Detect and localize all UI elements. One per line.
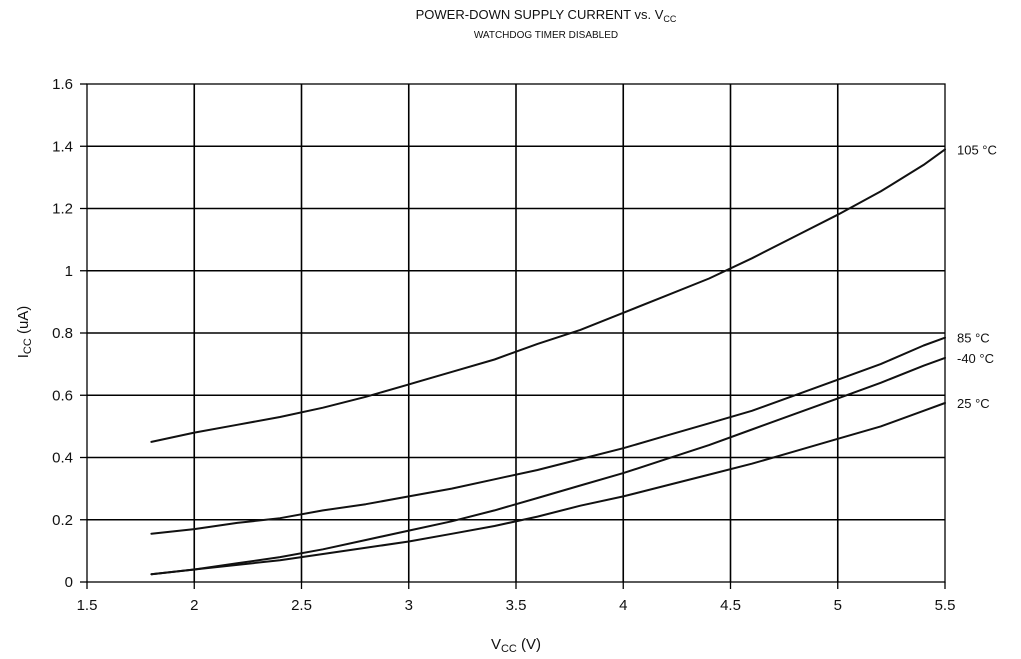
axis-ticks: 0 0.2 0.4 0.6 0.8 1 1.2 1.4 1.6 1.5 2 2.5 3 3.5 4 4.5 5 5… <box>52 76 955 614</box>
x-tick-label: 2.5 <box>291 597 312 614</box>
x-tick-label: 3.5 <box>506 597 527 614</box>
chart-title: POWER-DOWN SUPPLY CURRENT vs. VCC <box>416 7 677 24</box>
x-tick-label: 5.5 <box>935 597 956 614</box>
y-tick-label: 0.6 <box>52 387 73 404</box>
y-tick-label: 1 <box>65 263 73 280</box>
x-tick-label: 3 <box>405 597 413 614</box>
y-tick-label: 0.2 <box>52 512 73 529</box>
series-line-105-c <box>150 148 946 443</box>
y-tick-label: 1.6 <box>52 76 73 93</box>
x-tick-label: 4.5 <box>720 597 741 614</box>
chart-subtitle: WATCHDOG TIMER DISABLED <box>474 30 618 41</box>
grid-lines <box>87 84 945 582</box>
y-tick-label: 1.2 <box>52 201 73 218</box>
series-lines <box>150 148 946 576</box>
series-label-25-c: 25 °C <box>957 396 990 411</box>
x-tick-label: 5 <box>834 597 842 614</box>
series-label-85-c: 85 °C <box>957 331 990 346</box>
series-label-105-c: 105 °C <box>957 142 997 157</box>
x-axis-label: VCC (V) <box>491 636 541 655</box>
series-line-40-c <box>150 356 946 576</box>
y-tick-label: 0 <box>65 574 73 591</box>
series-line-85-c <box>150 336 946 535</box>
x-tick-label: 1.5 <box>77 597 98 614</box>
x-tick-label: 2 <box>190 597 198 614</box>
series-label-40-c: -40 °C <box>957 351 994 366</box>
y-axis-label: ICC (uA) <box>15 306 34 359</box>
x-tick-label: 4 <box>619 597 627 614</box>
y-tick-label: 0.8 <box>52 325 73 342</box>
series-line-25-c <box>150 402 946 576</box>
y-tick-label: 0.4 <box>52 450 73 467</box>
series-labels: 105 °C 85 °C -40 °C 25 °C <box>957 142 997 411</box>
y-tick-label: 1.4 <box>52 138 73 155</box>
